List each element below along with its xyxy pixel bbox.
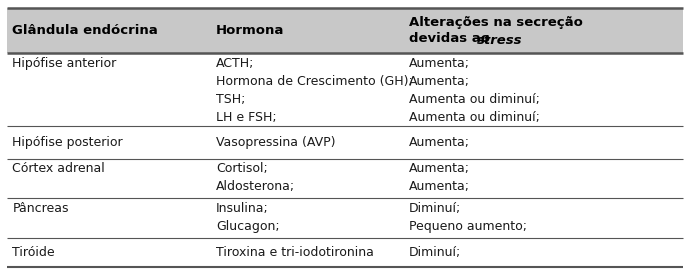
Text: Córtex adrenal: Córtex adrenal — [12, 162, 105, 175]
Text: Diminuí;: Diminuí; — [409, 246, 462, 259]
Text: Tiróide: Tiróide — [12, 246, 55, 259]
Text: Glândula endócrina: Glândula endócrina — [12, 24, 158, 37]
Text: Hormona: Hormona — [216, 24, 284, 37]
Text: Insulina;
Glucagon;: Insulina; Glucagon; — [216, 202, 279, 233]
Text: Aumenta;
Aumenta;
Aumenta ou diminuí;
Aumenta ou diminuí;: Aumenta; Aumenta; Aumenta ou diminuí; Au… — [409, 57, 540, 124]
Bar — [7, 8, 683, 53]
Text: Hipófise posterior: Hipófise posterior — [12, 136, 123, 149]
Text: stress: stress — [477, 35, 522, 48]
Text: Vasopressina (AVP): Vasopressina (AVP) — [216, 136, 335, 149]
Text: ACTH;
Hormona de Crescimento (GH);
TSH;
LH e FSH;: ACTH; Hormona de Crescimento (GH); TSH; … — [216, 57, 413, 124]
Text: Alterações na secreção
devidas ao: Alterações na secreção devidas ao — [409, 16, 583, 45]
Text: Pâncreas: Pâncreas — [12, 202, 69, 215]
Text: Tiroxina e tri-iodotironina: Tiroxina e tri-iodotironina — [216, 246, 374, 259]
Text: Diminuí;
Pequeno aumento;: Diminuí; Pequeno aumento; — [409, 202, 527, 233]
Text: Cortisol;
Aldosterona;: Cortisol; Aldosterona; — [216, 162, 295, 193]
Text: Aumenta;
Aumenta;: Aumenta; Aumenta; — [409, 162, 470, 193]
Text: Aumenta;: Aumenta; — [409, 136, 470, 149]
Text: Hipófise anterior: Hipófise anterior — [12, 57, 117, 70]
